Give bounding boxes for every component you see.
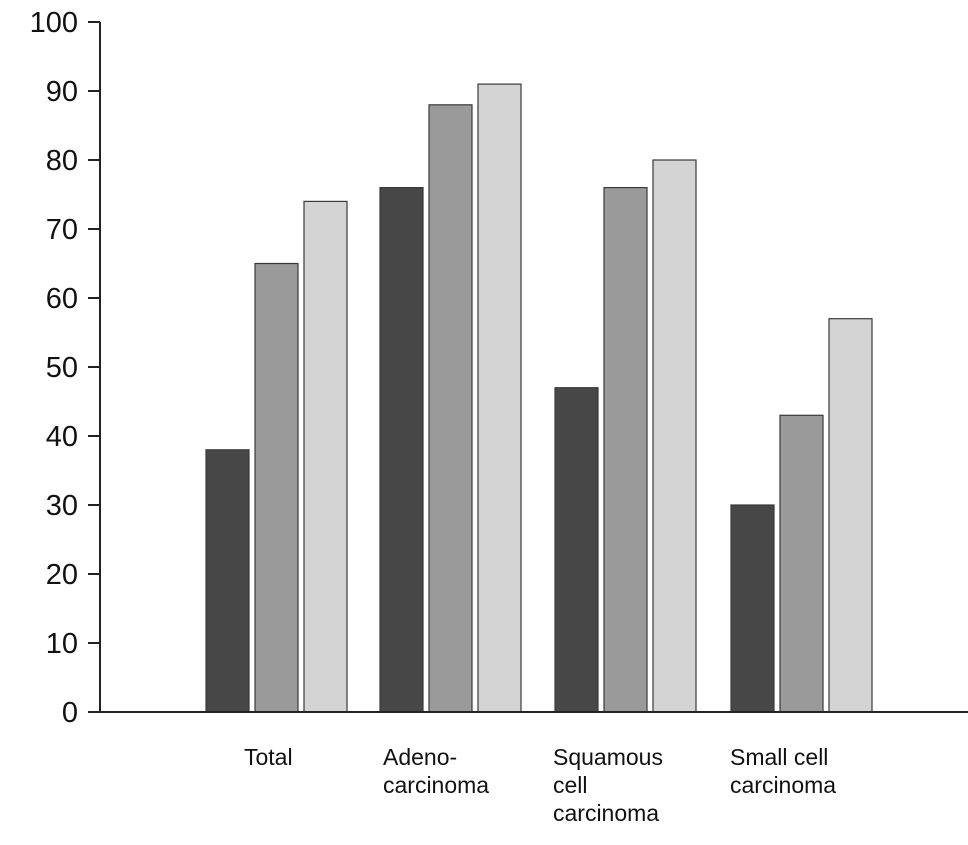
y-tick-label-0: 0	[62, 697, 78, 729]
y-tick-label-80: 80	[46, 145, 78, 177]
y-tick-label-20: 20	[46, 559, 78, 591]
bar-s1-c3	[554, 387, 599, 713]
x-category-label-4-line-2: carcinoma	[730, 772, 836, 798]
axes-layer	[88, 21, 968, 713]
bar-s1-c4	[730, 504, 775, 713]
y-tick-label-70: 70	[46, 214, 78, 246]
x-category-label-2-line-1: Adeno-	[383, 744, 457, 770]
x-category-label-1-line-1: Total	[244, 744, 293, 770]
bar-s3-c1	[303, 200, 348, 713]
bar-s3-c3	[652, 159, 697, 713]
bar-s2-c1	[254, 262, 299, 713]
y-tick-label-10: 10	[46, 628, 78, 660]
labels-layer: 0 10 20 30 40 50 60 70 80 90 100 Total Adeno-carcino…	[30, 7, 837, 826]
bars-layer	[205, 83, 873, 713]
y-tick-label-90: 90	[46, 76, 78, 108]
bar-s1-c1	[205, 449, 250, 713]
bar-s1-c2	[379, 187, 424, 713]
y-tick-label-40: 40	[46, 421, 78, 453]
bar-s3-c2	[477, 83, 522, 713]
bar-s2-c2	[428, 104, 473, 713]
y-tick-label-100: 100	[30, 7, 78, 39]
bar-s2-c4	[779, 414, 824, 713]
x-category-label-2-line-2: carcinoma	[383, 772, 489, 798]
x-category-label-3-line-1: Squamous	[553, 744, 663, 770]
x-category-label-3-line-2: cell	[553, 772, 588, 798]
y-tick-label-60: 60	[46, 283, 78, 315]
x-category-label-3-line-3: carcinoma	[553, 800, 659, 826]
x-category-label-4-line-1: Small cell	[730, 744, 828, 770]
bar-s2-c3	[603, 187, 648, 713]
y-tick-label-50: 50	[46, 352, 78, 384]
bar-s3-c4	[828, 318, 873, 713]
y-tick-label-30: 30	[46, 490, 78, 522]
